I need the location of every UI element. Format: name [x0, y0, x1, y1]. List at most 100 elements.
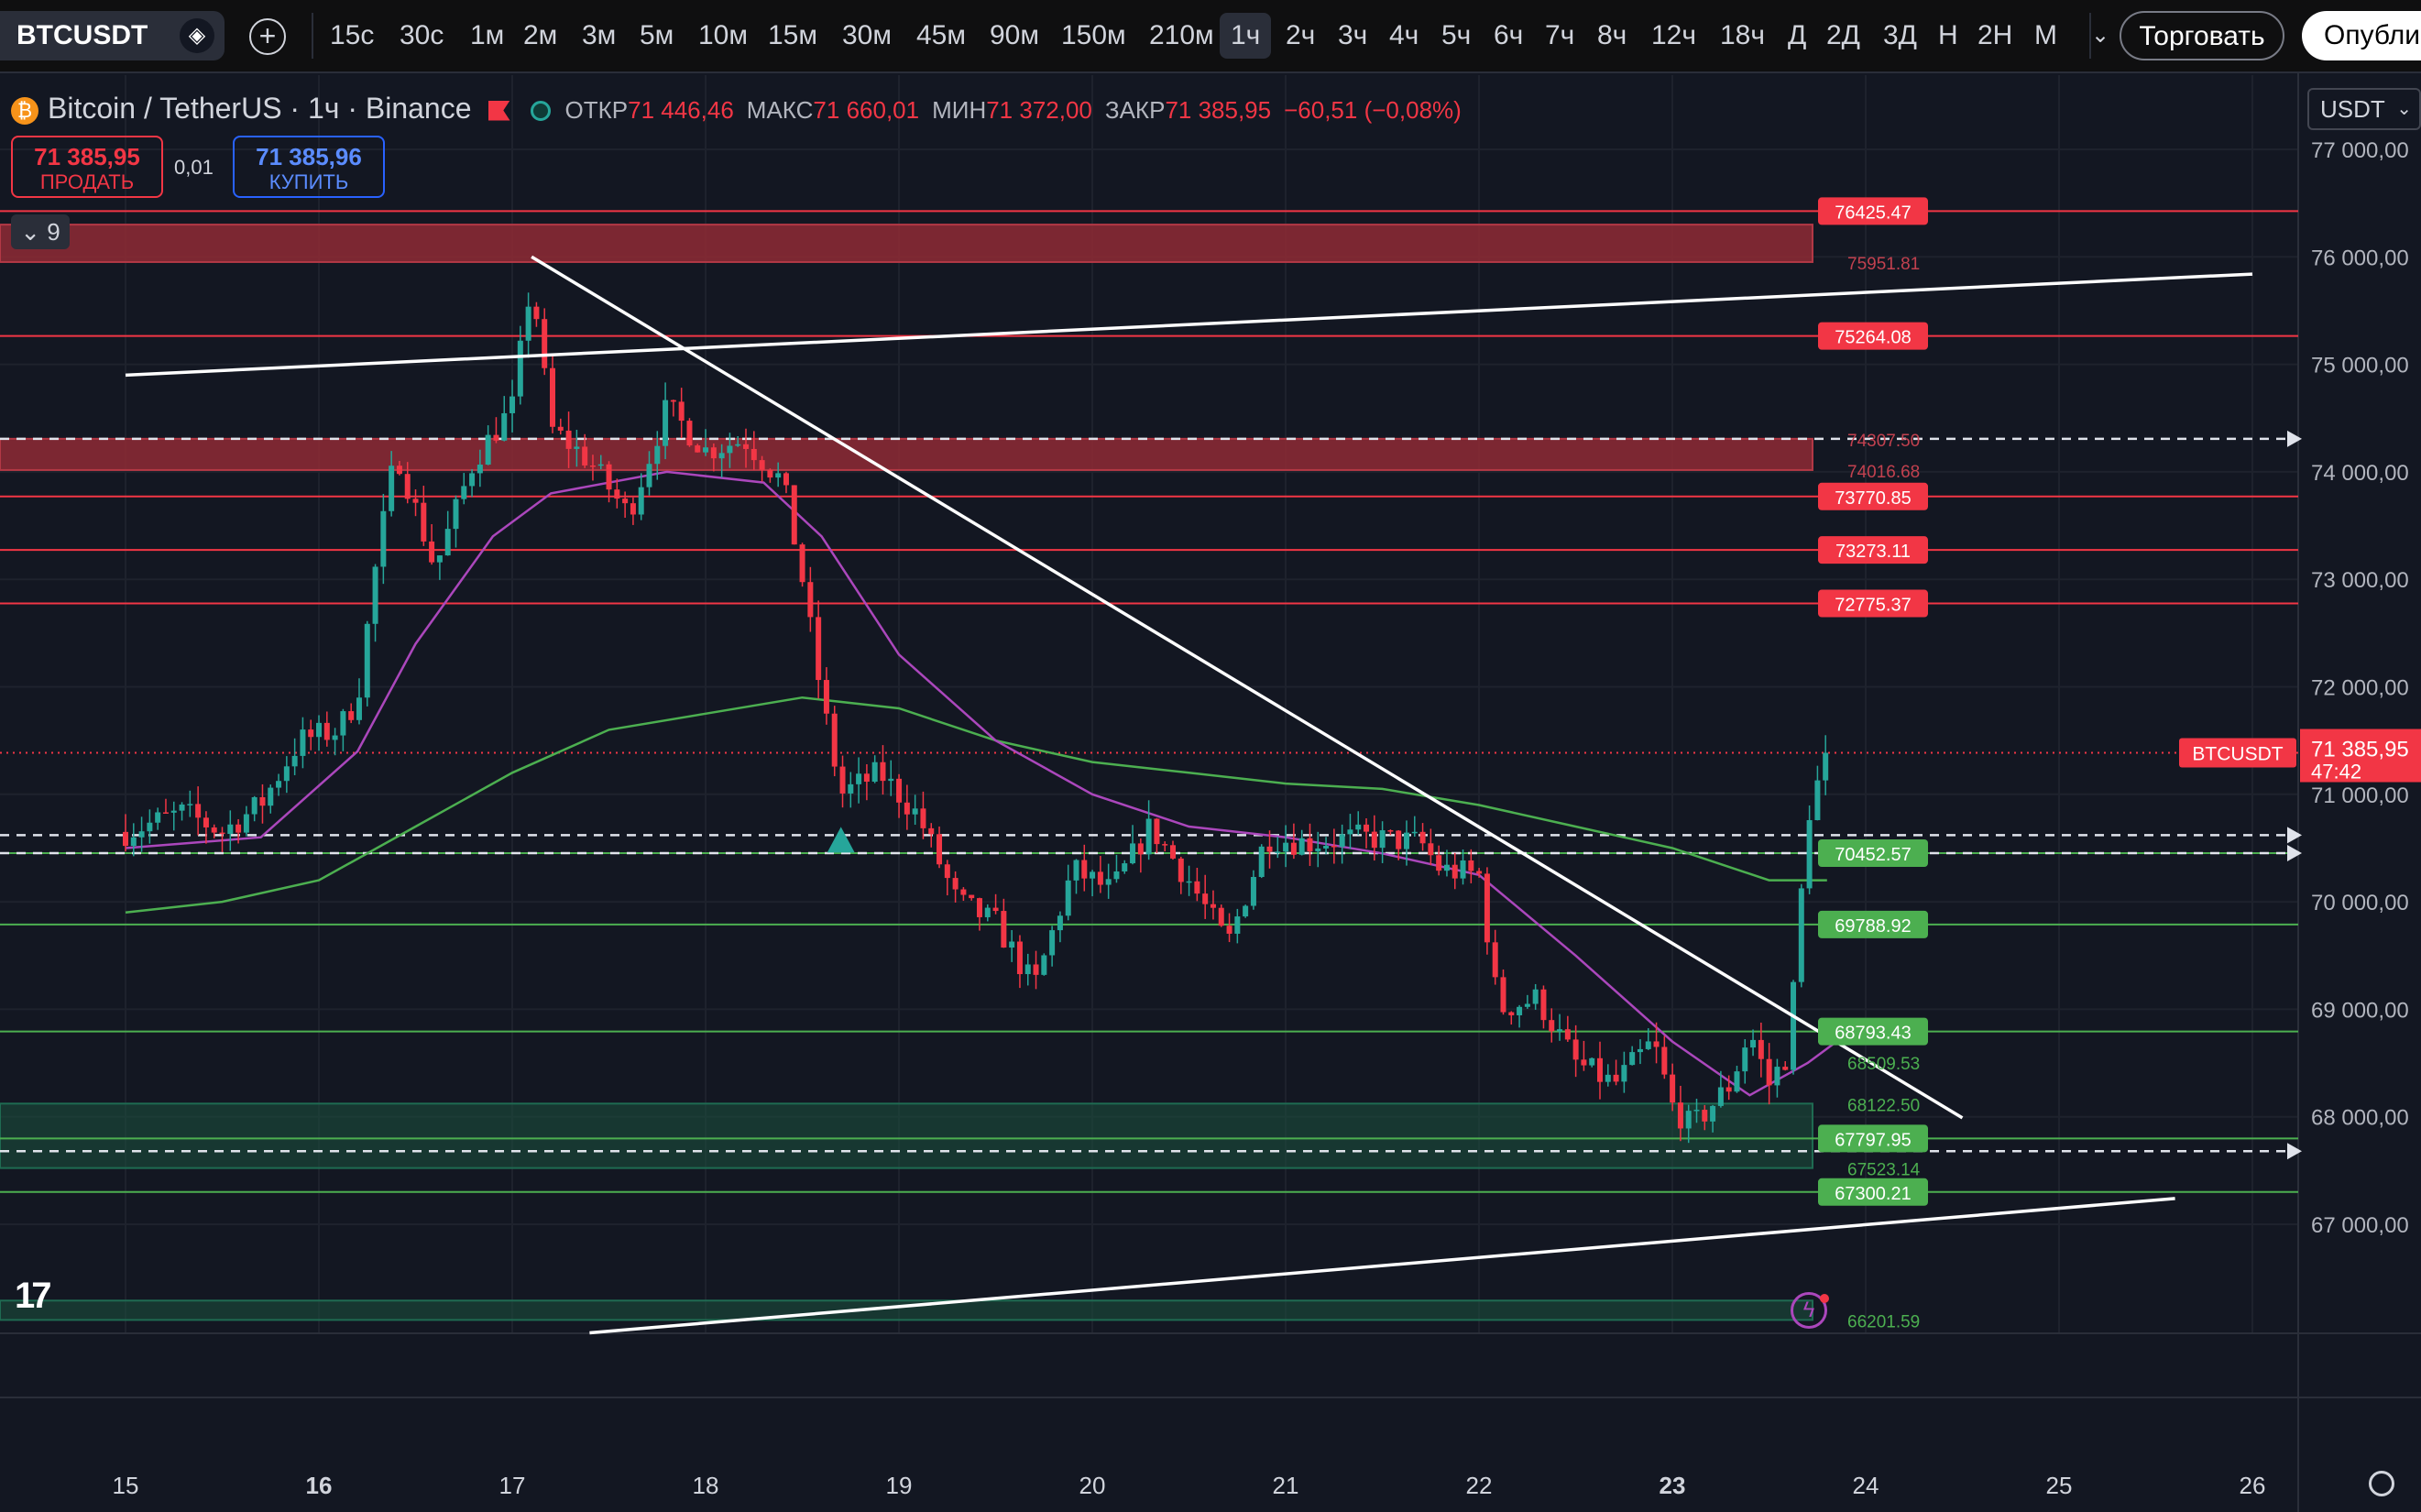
trendline[interactable]	[531, 255, 1964, 1120]
candle-body	[356, 697, 362, 720]
timeframe-90м[interactable]: 90м	[990, 20, 1039, 50]
candle-body	[1234, 916, 1241, 934]
timeframe-1ч[interactable]: 1ч	[1220, 13, 1272, 59]
candle-body	[984, 907, 991, 917]
timeframe-3м[interactable]: 3м	[582, 20, 617, 50]
zone-bottom-label: 75951.81	[1847, 255, 1920, 274]
candle-body	[259, 796, 266, 806]
alert-arrow-icon[interactable]	[2287, 827, 2302, 844]
resistance-level-label: 72775.37	[1835, 596, 1911, 616]
timeframe-2ч[interactable]: 2ч	[1286, 20, 1316, 50]
candle-body	[1702, 1110, 1708, 1122]
candle-body	[485, 434, 491, 466]
timeframe-150м[interactable]: 150м	[1061, 20, 1126, 50]
bitcoin-icon: ₿	[11, 96, 38, 125]
candle-body	[1725, 1087, 1732, 1092]
timeframe-4ч[interactable]: 4ч	[1389, 20, 1419, 50]
buy-button[interactable]: 71 385,96 КУПИТЬ	[233, 136, 385, 198]
candle-body	[268, 787, 274, 806]
timeframe-30с[interactable]: 30с	[400, 20, 444, 50]
timeframe-15с[interactable]: 15с	[330, 20, 375, 50]
timeframe-15м[interactable]: 15м	[768, 20, 817, 50]
timeframe-10м[interactable]: 10м	[698, 20, 748, 50]
candle-body	[1419, 831, 1426, 844]
candle-body	[1057, 915, 1063, 931]
candle-body	[1750, 1039, 1757, 1048]
candle-body	[477, 465, 483, 474]
timeframe-12ч[interactable]: 12ч	[1651, 20, 1696, 50]
trendline[interactable]	[125, 272, 2253, 378]
legend-title[interactable]: Bitcoin / TetherUS · 1ч · Binance	[48, 92, 472, 125]
candle-body	[155, 812, 161, 823]
timeframe-30м[interactable]: 30м	[842, 20, 892, 50]
candle-body	[1428, 843, 1434, 856]
price-axis-label: 69 000,00	[2311, 998, 2409, 1023]
timeframe-45м[interactable]: 45м	[916, 20, 966, 50]
candle-body	[251, 796, 257, 815]
sell-button[interactable]: 71 385,95 ПРОДАТЬ	[11, 136, 163, 198]
symbol-name[interactable]: BTCUSDT	[16, 20, 148, 50]
alert-arrow-icon[interactable]	[2287, 430, 2302, 447]
candle-body	[727, 445, 733, 454]
compare-add-icon[interactable]: +	[249, 18, 286, 55]
candle-body	[1436, 855, 1442, 871]
candle-body	[1137, 843, 1144, 855]
candle-body	[710, 447, 717, 459]
timeframe-7ч[interactable]: 7ч	[1545, 20, 1575, 50]
timeframe-6ч[interactable]: 6ч	[1494, 20, 1524, 50]
candle-body	[1774, 1067, 1780, 1086]
candle-body	[1508, 1012, 1515, 1015]
toolbar-divider	[2089, 13, 2091, 59]
trendline[interactable]	[589, 1197, 2175, 1335]
candle-body	[1685, 1111, 1692, 1129]
timeframe-2Д[interactable]: 2Д	[1826, 20, 1861, 50]
timeframe-М[interactable]: М	[2034, 20, 2057, 50]
currency-select[interactable]: USDT ⌄	[2307, 88, 2421, 130]
timeframe-2Н[interactable]: 2Н	[1977, 20, 2013, 50]
alert-arrow-icon[interactable]	[2287, 845, 2302, 862]
candle-body	[944, 864, 950, 879]
alert-arrow-icon[interactable]	[2287, 1143, 2302, 1160]
trade-button[interactable]: Торговать	[2120, 11, 2284, 60]
low-label: МИН	[932, 96, 987, 124]
candle-body	[663, 400, 669, 446]
lightning-icon[interactable]: ϟ	[1791, 1292, 1827, 1329]
timeframe-8ч[interactable]: 8ч	[1597, 20, 1627, 50]
candle-body	[638, 487, 644, 515]
timeframe-Д[interactable]: Д	[1788, 20, 1807, 50]
candle-body	[1073, 860, 1079, 881]
candle-body	[1113, 871, 1120, 880]
candle-body	[276, 781, 282, 788]
last-price-value: 71 385,95	[2311, 738, 2409, 762]
candle-body	[1154, 818, 1160, 845]
tradingview-logo[interactable]: 17	[15, 1276, 51, 1316]
timeframe-3ч[interactable]: 3ч	[1338, 20, 1368, 50]
symbol-search[interactable]: BTCUSDT ◈	[0, 11, 225, 60]
candle-body	[389, 466, 395, 511]
timeframe-5м[interactable]: 5м	[640, 20, 674, 50]
timeframe-5ч[interactable]: 5ч	[1441, 20, 1472, 50]
settings-icon[interactable]	[2369, 1471, 2394, 1496]
price-axis-label: 75 000,00	[2311, 354, 2409, 378]
open-label: ОТКР	[564, 96, 629, 124]
candle-body	[767, 469, 773, 478]
candle-body	[839, 766, 846, 794]
timeframe-18ч[interactable]: 18ч	[1720, 20, 1765, 50]
candle-body	[332, 735, 338, 740]
publish-button[interactable]: Опубли	[2302, 11, 2421, 60]
indicators-toggle[interactable]: ⌄ 9	[11, 214, 70, 249]
candle-body	[686, 421, 693, 446]
timeframe-1м[interactable]: 1м	[470, 20, 505, 50]
timeframe-2м[interactable]: 2м	[523, 20, 558, 50]
candle-body	[501, 412, 508, 441]
candle-body	[1670, 1074, 1676, 1103]
candle-body	[1339, 834, 1345, 848]
flag-icon[interactable]	[487, 100, 510, 121]
diamond-icon[interactable]: ◈	[180, 18, 214, 53]
timeframe-210м[interactable]: 210м	[1149, 20, 1214, 50]
chevron-down-icon[interactable]: ⌄	[2091, 23, 2110, 48]
timeframe-3Д[interactable]: 3Д	[1883, 20, 1918, 50]
timeframe-Н[interactable]: Н	[1938, 20, 1958, 50]
candle-body	[1637, 1048, 1643, 1053]
